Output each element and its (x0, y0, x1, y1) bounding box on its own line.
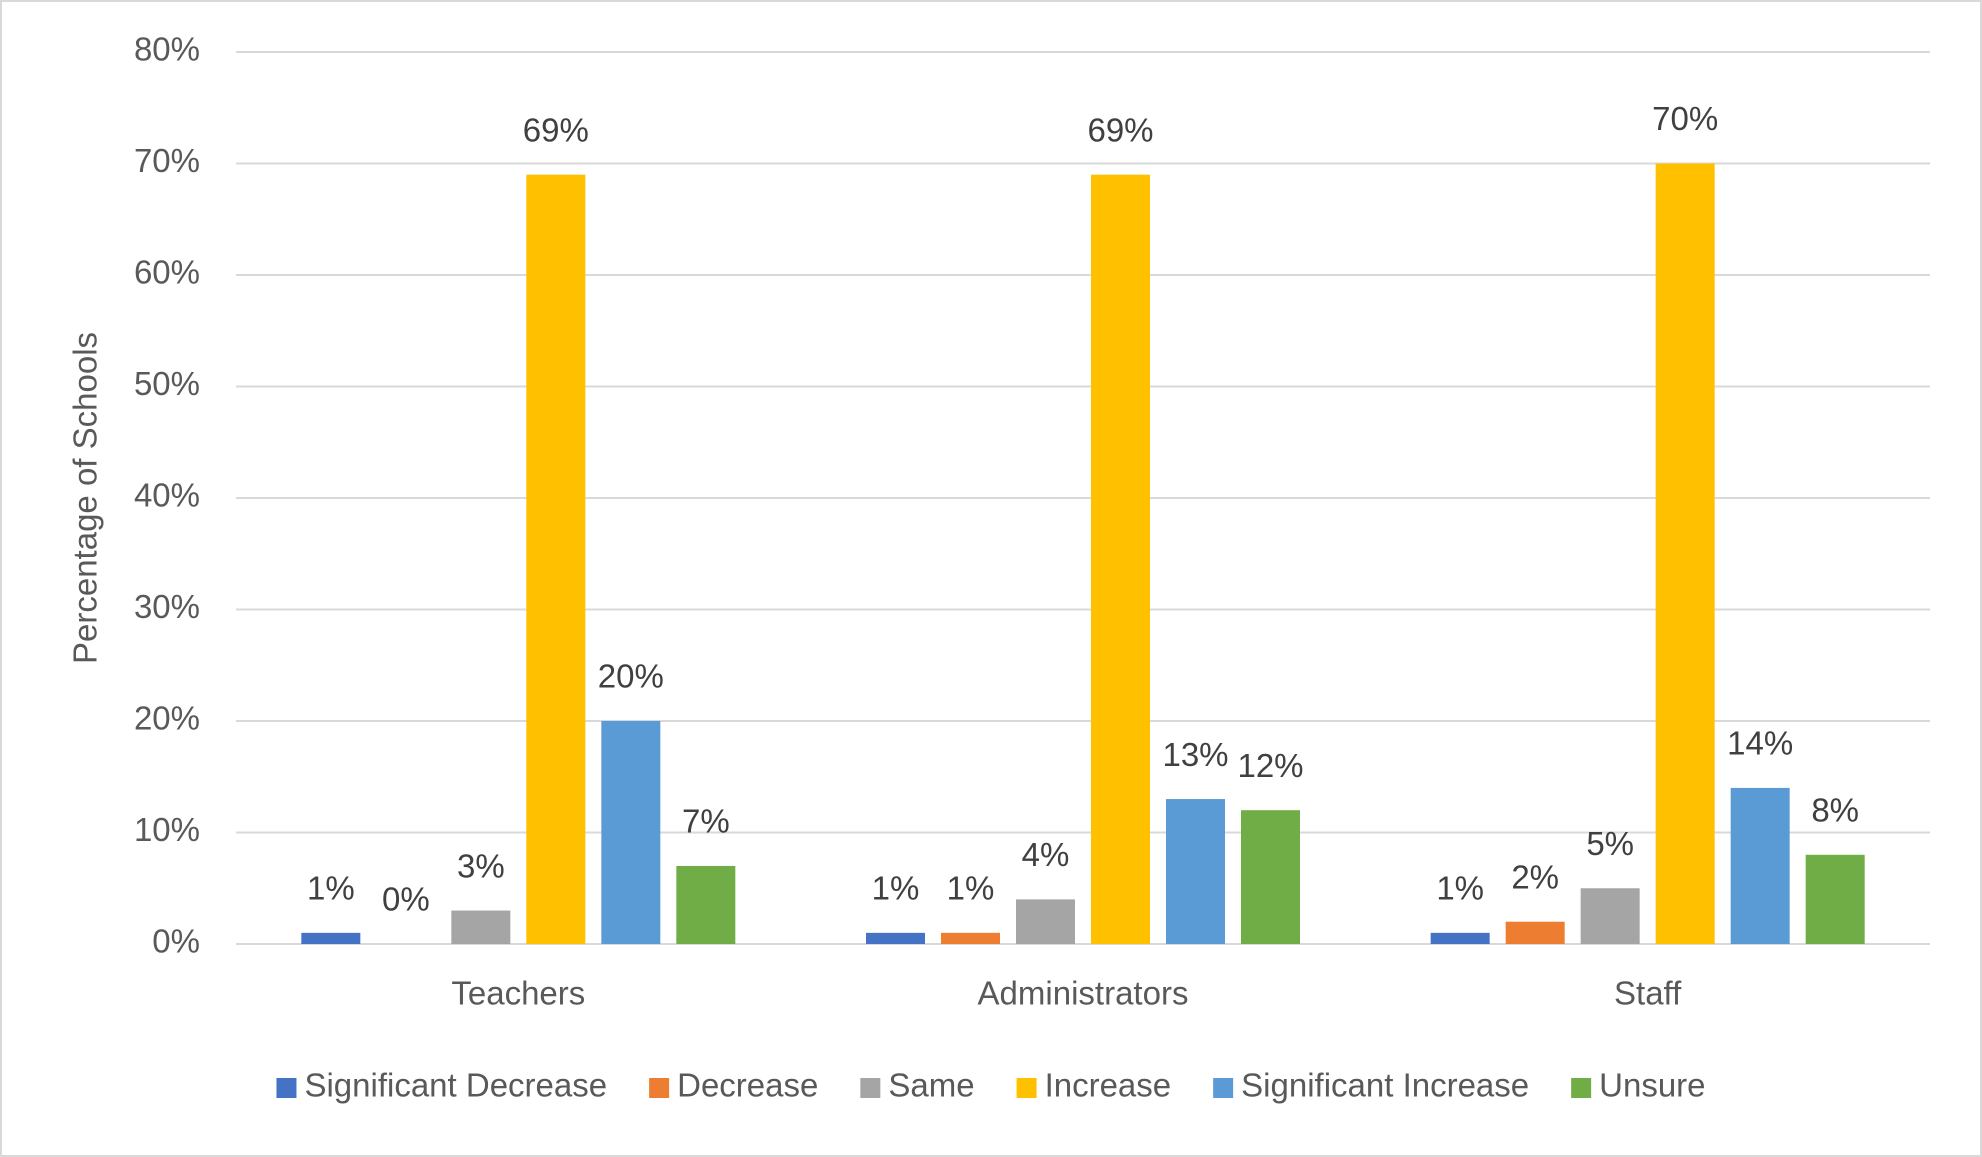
bar (1505, 921, 1565, 944)
y-tick-label: 60% (134, 254, 200, 291)
data-label: 1% (872, 870, 920, 907)
bar (1166, 799, 1225, 944)
data-label: 70% (1652, 100, 1718, 137)
y-tick-label: 80% (134, 31, 200, 68)
bar (601, 721, 661, 944)
bar (451, 910, 511, 944)
data-label: 3% (457, 847, 505, 884)
legend-label: Same (888, 1067, 974, 1104)
x-tick-label: Staff (1614, 975, 1682, 1012)
bar (1091, 174, 1150, 944)
legend-swatch (860, 1078, 881, 1098)
data-label: 0% (382, 881, 430, 918)
data-label: 14% (1727, 725, 1793, 762)
data-label: 1% (1436, 870, 1484, 907)
legend-label: Significant Decrease (304, 1067, 607, 1104)
data-label: 20% (598, 658, 664, 695)
data-label: 5% (1586, 825, 1634, 862)
data-label: 4% (1022, 836, 1070, 873)
legend-swatch (1016, 1078, 1037, 1098)
legend-label: Decrease (677, 1067, 818, 1104)
y-tick-label: 30% (134, 588, 200, 625)
legend-swatch (276, 1078, 297, 1098)
y-axis-label: Percentage of Schools (67, 332, 104, 664)
bar (526, 174, 586, 944)
data-label: 1% (307, 870, 355, 907)
legend-swatch (1213, 1078, 1234, 1098)
y-tick-label: 20% (134, 700, 200, 737)
bar (1730, 787, 1790, 944)
x-tick-label: Teachers (451, 975, 585, 1012)
bar (301, 932, 361, 944)
data-label: 69% (523, 111, 589, 148)
data-label: 8% (1811, 792, 1859, 829)
legend-label: Increase (1045, 1067, 1172, 1104)
bar (1655, 163, 1715, 944)
data-label: 69% (1087, 111, 1153, 148)
x-tick-label: Administrators (978, 975, 1189, 1012)
legend-swatch (649, 1078, 670, 1098)
bar (1580, 888, 1640, 944)
data-label: 12% (1237, 747, 1303, 784)
data-label: 2% (1511, 858, 1559, 895)
y-tick-label: 70% (134, 142, 200, 179)
y-tick-label: 10% (134, 811, 200, 848)
legend-label: Significant Increase (1241, 1067, 1529, 1104)
y-tick-label: 50% (134, 365, 200, 402)
y-tick-label: 40% (134, 477, 200, 514)
legend-label: Unsure (1599, 1067, 1705, 1104)
bar (866, 932, 925, 944)
bar (1430, 932, 1490, 944)
data-label: 13% (1162, 736, 1228, 773)
y-tick-label: 0% (152, 923, 200, 960)
data-label: 1% (947, 870, 995, 907)
bar (1805, 854, 1865, 944)
bar (676, 865, 736, 944)
bar (1241, 810, 1300, 944)
legend-swatch (1571, 1078, 1592, 1098)
bar (1016, 899, 1075, 944)
bar (941, 932, 1000, 944)
data-label: 7% (682, 803, 730, 840)
